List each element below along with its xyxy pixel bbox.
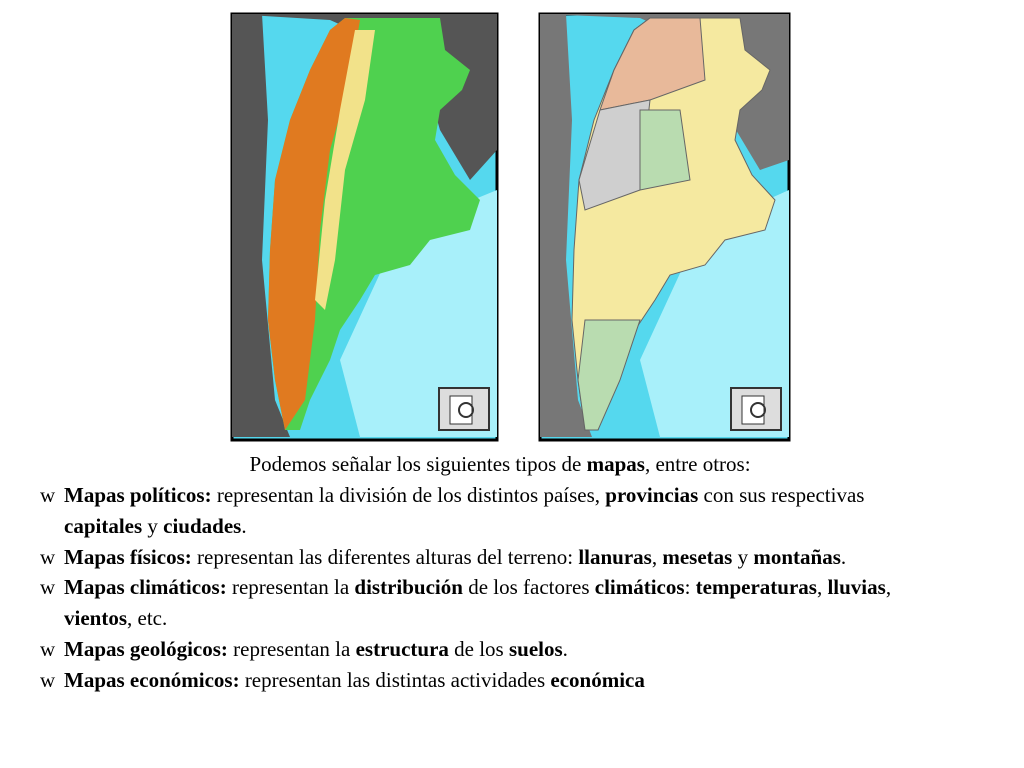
text: representan la bbox=[226, 575, 355, 600]
bullet: w bbox=[40, 575, 56, 600]
bold-text: Mapas geológicos: bbox=[64, 636, 228, 661]
bold-text: llanuras bbox=[578, 544, 652, 569]
bold-text: estructura bbox=[355, 636, 449, 661]
maps bbox=[230, 12, 791, 442]
text: , bbox=[885, 575, 897, 600]
text: : bbox=[684, 575, 696, 600]
bold-text: capitales bbox=[64, 513, 143, 538]
bold-text: montañas bbox=[753, 544, 841, 569]
bold-text: temperaturas bbox=[695, 575, 817, 600]
item-text: Mapas económicos: representan las distin… bbox=[64, 665, 926, 696]
text: representan la división de los distintos… bbox=[211, 483, 606, 507]
bullet: w bbox=[40, 483, 56, 507]
bold-text: mesetas bbox=[662, 544, 733, 569]
text: con sus respectivas bbox=[698, 483, 870, 507]
list-item: w Mapas económicos: representan las disti… bbox=[40, 665, 940, 696]
item-text: Mapas políticos: representan la división… bbox=[64, 480, 926, 542]
bold-text: Mapas climáticos: bbox=[64, 575, 227, 600]
list-item: w Mapas climáticos: representan la distri… bbox=[40, 572, 940, 634]
bold-text: Mapas económicos: bbox=[64, 667, 240, 692]
bullet: w bbox=[40, 544, 56, 569]
bold-text: provincias bbox=[605, 483, 699, 507]
bold-text: Mapas físicos: bbox=[64, 544, 192, 569]
bold-text: ciudades bbox=[163, 513, 242, 538]
physical-map bbox=[230, 12, 499, 442]
text: y bbox=[732, 544, 754, 569]
text: , etc. bbox=[127, 606, 168, 631]
text: de los factores bbox=[462, 575, 595, 600]
bold-text: económica bbox=[550, 667, 645, 692]
text: , bbox=[816, 575, 828, 600]
text: . bbox=[840, 544, 847, 569]
text: representan las distintas actividades bbox=[239, 667, 551, 692]
text: y bbox=[142, 513, 164, 538]
item-text: Mapas climáticos: representan la distrib… bbox=[64, 572, 926, 634]
bold-text: mapas bbox=[586, 452, 645, 476]
bold-text: lluvias bbox=[827, 575, 886, 600]
map-types-list: w Mapas políticos: representan la divisió… bbox=[40, 480, 940, 696]
list-item: w Mapas políticos: representan la divisió… bbox=[40, 480, 940, 542]
intro: Podemos señalar los siguientes tipos de … bbox=[0, 450, 1000, 478]
text: representan la bbox=[227, 636, 356, 661]
bullet: w bbox=[40, 667, 56, 692]
bold-text: climáticos bbox=[594, 575, 685, 600]
text: . bbox=[562, 636, 568, 661]
bullet: w bbox=[40, 636, 56, 661]
text: representan las diferentes alturas del t… bbox=[191, 544, 579, 569]
list-item: w Mapas geológicos: representan la estruc… bbox=[40, 634, 940, 665]
bold-text: vientos bbox=[64, 606, 127, 631]
list-item: w Mapas físicos: representan las diferent… bbox=[40, 542, 940, 573]
text: de los bbox=[448, 636, 509, 661]
bold-text: suelos bbox=[508, 636, 563, 661]
bold-text: Mapas políticos: bbox=[64, 483, 212, 507]
political-map bbox=[538, 12, 791, 442]
text: Podemos señalar los siguientes tipos de bbox=[249, 452, 587, 476]
text: . bbox=[241, 513, 247, 538]
item-text: Mapas geológicos: representan la estruct… bbox=[64, 634, 926, 665]
item-text: Mapas físicos: representan las diferente… bbox=[64, 542, 926, 573]
text: , entre otros: bbox=[644, 452, 751, 476]
bold-text: distribución bbox=[354, 575, 463, 600]
text: , bbox=[651, 544, 663, 569]
